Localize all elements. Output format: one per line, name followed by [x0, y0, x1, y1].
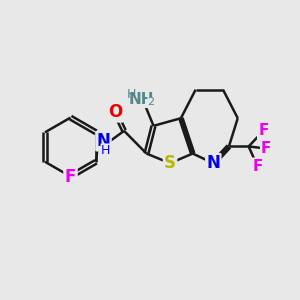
Text: N: N [97, 132, 110, 150]
Text: 2: 2 [148, 97, 155, 107]
Text: O: O [108, 103, 122, 121]
Text: NH: NH [129, 92, 154, 107]
Text: S: S [164, 154, 176, 172]
Text: F: F [252, 159, 263, 174]
Text: F: F [258, 123, 268, 138]
Text: F: F [65, 167, 76, 185]
Text: F: F [65, 167, 76, 185]
Text: N: N [206, 154, 220, 172]
Text: F: F [261, 141, 272, 156]
Text: H: H [101, 144, 110, 157]
Text: H: H [127, 88, 136, 100]
